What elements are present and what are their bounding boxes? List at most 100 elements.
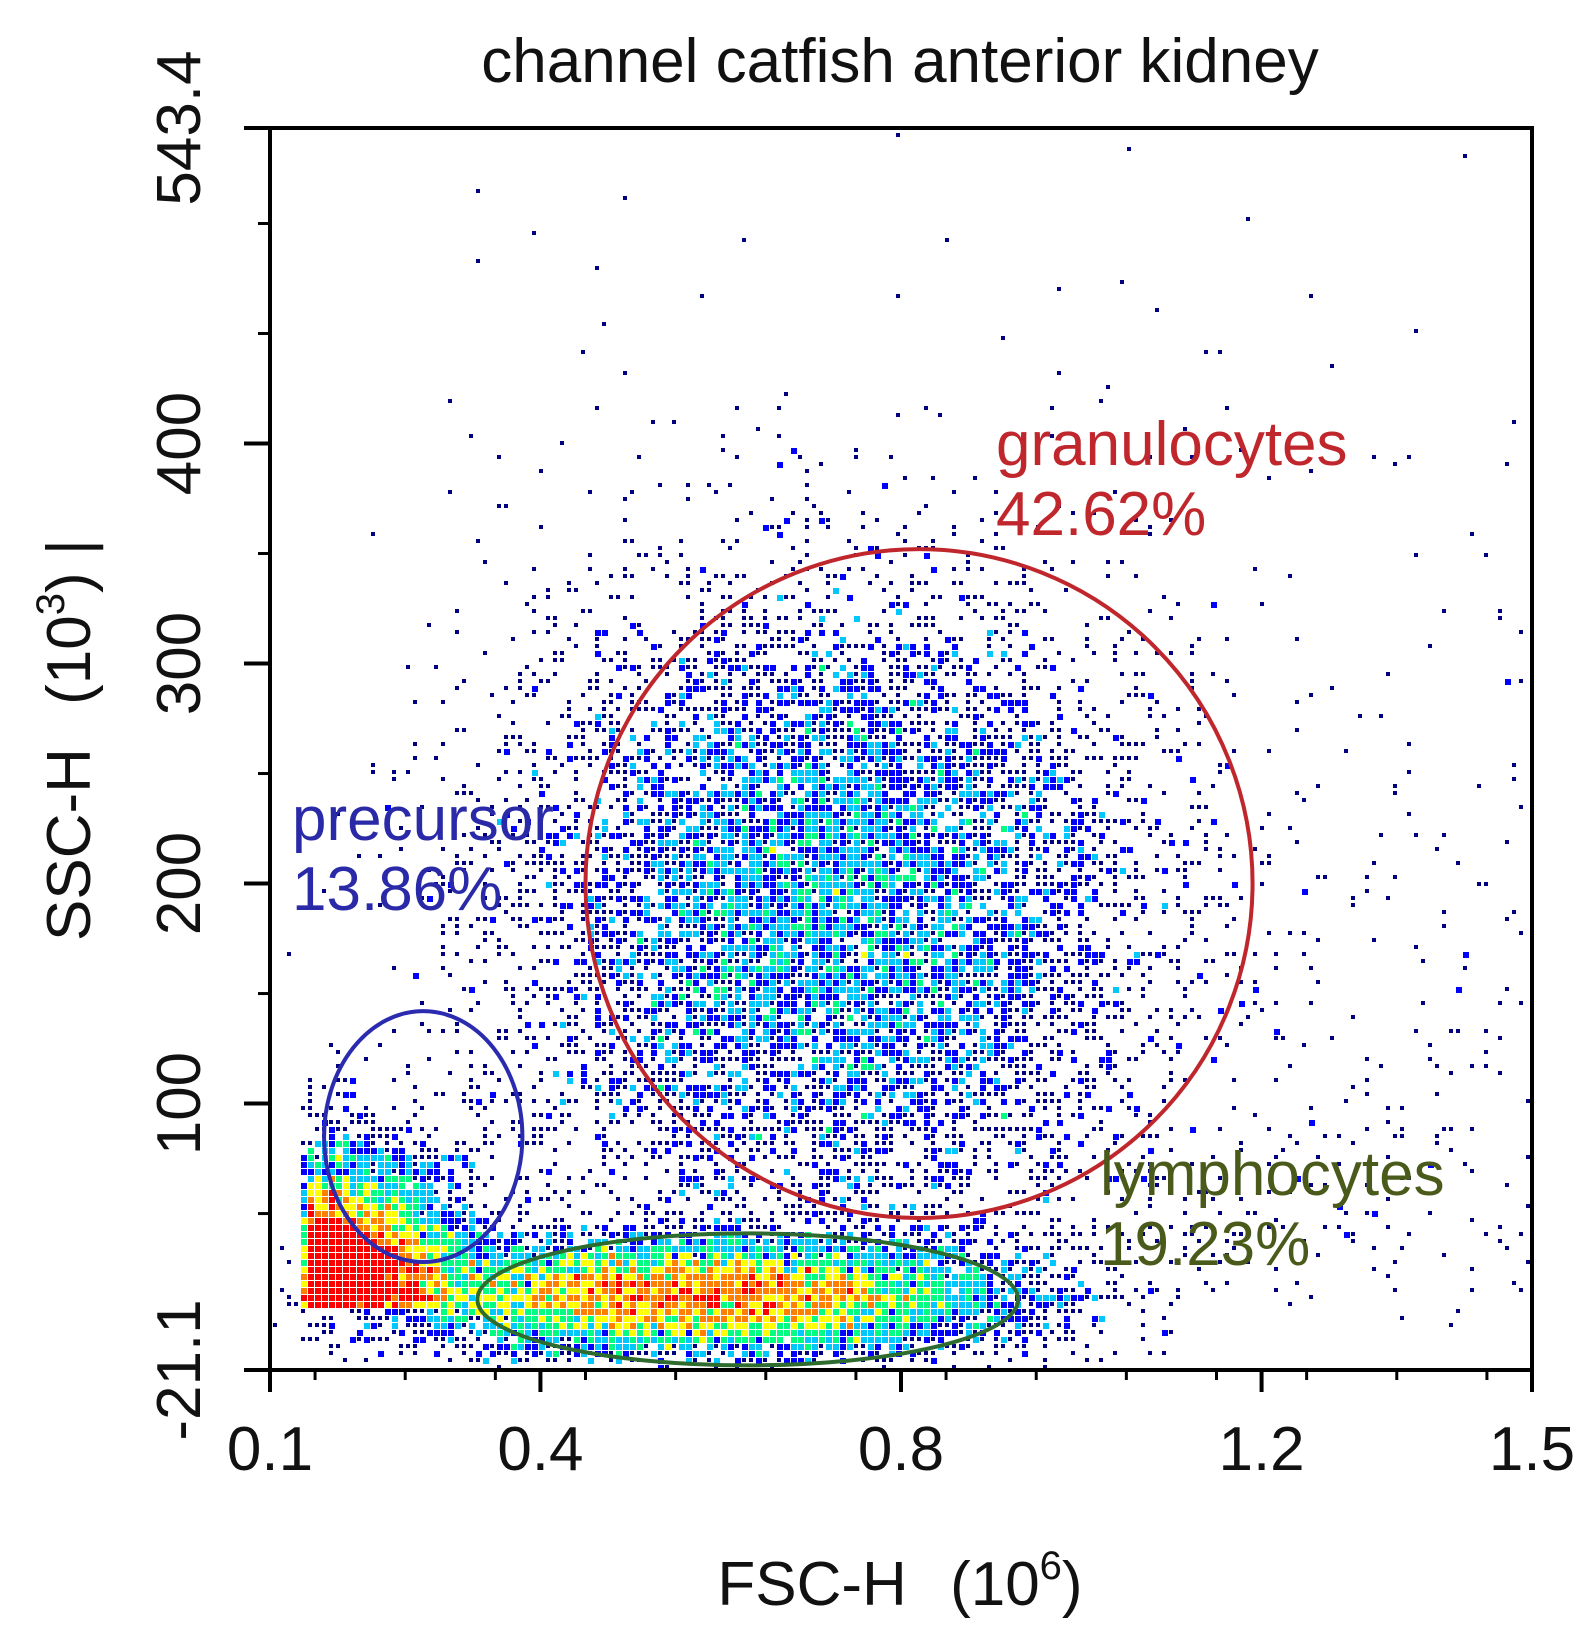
event-dot bbox=[1197, 910, 1201, 914]
event-dot bbox=[574, 1099, 578, 1103]
event-dot bbox=[833, 791, 837, 795]
event-dot bbox=[679, 861, 685, 867]
event-dot bbox=[833, 1155, 837, 1159]
event-dot bbox=[1106, 791, 1110, 795]
event-dot bbox=[917, 903, 923, 909]
event-dot bbox=[644, 791, 648, 795]
event-dot bbox=[637, 861, 641, 865]
event-dot bbox=[1106, 616, 1110, 620]
event-dot bbox=[693, 1057, 697, 1061]
event-dot bbox=[861, 1148, 867, 1154]
event-dot bbox=[819, 882, 825, 888]
event-dot bbox=[1008, 889, 1012, 893]
event-dot bbox=[623, 1015, 629, 1021]
event-dot bbox=[896, 721, 902, 727]
event-dot bbox=[1043, 1120, 1049, 1126]
event-dot bbox=[1022, 1225, 1026, 1229]
event-dot bbox=[812, 924, 818, 930]
event-dot bbox=[798, 651, 802, 655]
event-dot bbox=[686, 679, 690, 683]
event-dot bbox=[679, 1001, 683, 1005]
event-dot bbox=[1022, 770, 1026, 774]
event-dot bbox=[770, 665, 776, 671]
event-dot bbox=[1071, 728, 1077, 734]
event-dot bbox=[777, 1246, 783, 1252]
event-dot bbox=[875, 833, 881, 839]
event-dot bbox=[875, 861, 881, 867]
event-dot bbox=[791, 644, 795, 648]
event-dot bbox=[1085, 896, 1091, 902]
event-dot bbox=[938, 882, 944, 888]
event-dot bbox=[980, 1099, 986, 1105]
event-dot bbox=[854, 833, 860, 839]
event-dot bbox=[1036, 791, 1042, 797]
event-dot bbox=[819, 938, 825, 944]
event-dot bbox=[861, 707, 865, 711]
event-dot bbox=[749, 721, 753, 725]
event-dot bbox=[686, 693, 692, 699]
event-dot bbox=[707, 1071, 713, 1077]
event-dot bbox=[931, 1141, 935, 1145]
event-dot bbox=[924, 581, 928, 585]
event-dot bbox=[882, 882, 888, 888]
event-dot bbox=[854, 868, 860, 874]
event-dot bbox=[973, 1001, 979, 1007]
event-dot bbox=[959, 1141, 965, 1147]
event-dot bbox=[1092, 819, 1096, 823]
event-dot bbox=[819, 1141, 825, 1147]
event-dot bbox=[945, 1162, 951, 1168]
event-dot bbox=[875, 973, 881, 979]
event-dot bbox=[868, 546, 874, 552]
event-dot bbox=[567, 1078, 573, 1084]
event-dot bbox=[1050, 840, 1054, 844]
event-dot bbox=[889, 924, 893, 928]
event-dot bbox=[819, 952, 825, 958]
event-dot bbox=[945, 707, 949, 711]
event-dot bbox=[1043, 987, 1047, 991]
event-dot bbox=[1015, 1274, 1021, 1280]
event-dot bbox=[889, 889, 895, 895]
event-dot bbox=[1050, 1155, 1054, 1159]
event-dot bbox=[714, 1029, 720, 1035]
event-dot bbox=[637, 455, 641, 459]
event-dot bbox=[1120, 903, 1124, 907]
event-dot bbox=[868, 1015, 872, 1019]
event-dot bbox=[896, 994, 900, 998]
event-dot bbox=[910, 1120, 916, 1126]
event-dot bbox=[833, 889, 839, 895]
event-dot bbox=[735, 826, 741, 832]
event-dot bbox=[945, 868, 951, 874]
event-dot bbox=[763, 623, 769, 629]
event-dot bbox=[938, 945, 944, 951]
event-dot bbox=[623, 1057, 627, 1061]
event-dot bbox=[861, 1120, 865, 1124]
event-dot bbox=[630, 980, 634, 984]
event-dot bbox=[700, 637, 704, 641]
event-dot bbox=[833, 854, 839, 860]
event-dot bbox=[602, 861, 606, 865]
event-dot bbox=[721, 1015, 727, 1021]
event-dot bbox=[1015, 896, 1021, 902]
event-dot bbox=[714, 1015, 720, 1021]
event-dot bbox=[763, 1260, 769, 1266]
event-dot bbox=[903, 875, 909, 881]
event-dot bbox=[994, 735, 998, 739]
event-dot bbox=[693, 1022, 699, 1028]
event-dot bbox=[980, 1281, 986, 1287]
event-dot bbox=[651, 938, 657, 944]
event-dot bbox=[798, 798, 804, 804]
event-dot bbox=[917, 938, 923, 944]
event-dot bbox=[910, 1078, 916, 1084]
event-dot bbox=[518, 679, 522, 683]
event-dot bbox=[777, 952, 783, 958]
event-dot bbox=[665, 1148, 671, 1154]
event-dot bbox=[1057, 1113, 1061, 1117]
event-dot bbox=[826, 1190, 830, 1194]
event-dot bbox=[903, 658, 907, 662]
event-dot bbox=[896, 840, 902, 846]
event-dot bbox=[938, 756, 942, 760]
event-dot bbox=[875, 945, 879, 949]
event-dot bbox=[973, 658, 979, 664]
event-dot bbox=[819, 959, 825, 965]
event-dot bbox=[770, 931, 776, 937]
